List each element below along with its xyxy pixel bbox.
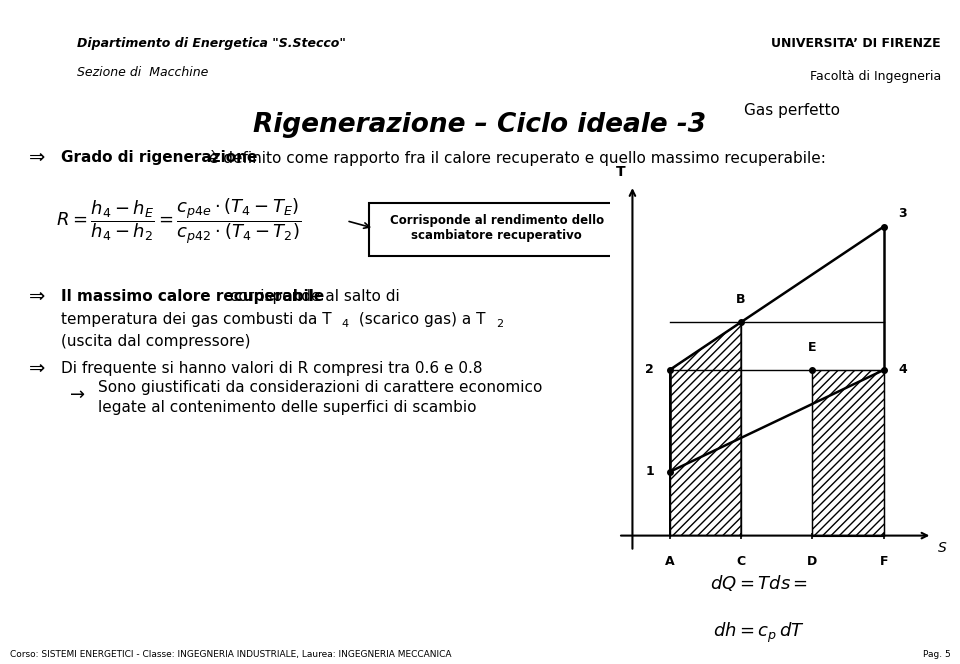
Text: è definito come rapporto fra il calore recuperato e quello massimo recuperabile:: è definito come rapporto fra il calore r…: [204, 149, 826, 165]
Text: Corrisponde al rendimento dello
scambiatore recuperativo: Corrisponde al rendimento dello scambiat…: [390, 214, 604, 242]
Text: Di frequente si hanno valori di R compresi tra 0.6 e 0.8: Di frequente si hanno valori di R compre…: [60, 361, 482, 376]
Text: Dipartimento di Energetica "S.Stecco": Dipartimento di Energetica "S.Stecco": [77, 37, 346, 50]
Text: corrisponde al salto di: corrisponde al salto di: [225, 289, 399, 304]
Text: D: D: [807, 554, 818, 568]
Text: temperatura dei gas combusti da T: temperatura dei gas combusti da T: [60, 311, 331, 327]
Text: (uscita dal compressore): (uscita dal compressore): [60, 335, 251, 349]
Text: $dh = c_p\,dT$: $dh = c_p\,dT$: [712, 621, 804, 645]
Text: 3: 3: [898, 207, 906, 220]
Text: C: C: [736, 554, 746, 568]
Text: B: B: [736, 293, 746, 306]
Text: 4: 4: [342, 319, 348, 329]
Text: 4: 4: [898, 363, 907, 376]
FancyBboxPatch shape: [370, 203, 623, 256]
Polygon shape: [812, 370, 884, 536]
Text: 2: 2: [645, 363, 654, 376]
Text: Facoltà di Ingegneria: Facoltà di Ingegneria: [809, 70, 941, 83]
Text: 2: 2: [496, 319, 504, 329]
Text: (scarico gas) a T: (scarico gas) a T: [353, 311, 485, 327]
Text: $R = \dfrac{h_4 - h_E}{h_4 - h_2} = \dfrac{c_{p4e} \cdot (T_4 - T_E)}{c_{p42} \c: $R = \dfrac{h_4 - h_E}{h_4 - h_2} = \dfr…: [56, 196, 301, 246]
Text: ⇒: ⇒: [29, 148, 45, 167]
Text: legate al contenimento delle superfici di scambio: legate al contenimento delle superfici d…: [98, 400, 476, 415]
Text: S: S: [938, 541, 947, 555]
Text: UNIVERSITA’ DI FIRENZE: UNIVERSITA’ DI FIRENZE: [771, 37, 941, 50]
Text: A: A: [664, 554, 674, 568]
Text: Corso: SISTEMI ENERGETICI - Classe: INGEGNERIA INDUSTRIALE, Laurea: INGEGNERIA M: Corso: SISTEMI ENERGETICI - Classe: INGE…: [10, 650, 451, 659]
Text: ⇒: ⇒: [29, 287, 45, 306]
Text: $dQ = Tds =$: $dQ = Tds =$: [709, 574, 807, 594]
Text: F: F: [879, 554, 888, 568]
Text: ⇒: ⇒: [29, 359, 45, 378]
Text: 1: 1: [645, 465, 654, 478]
Text: Sono giustificati da considerazioni di carattere economico: Sono giustificati da considerazioni di c…: [98, 380, 541, 394]
Polygon shape: [669, 322, 741, 536]
Text: Il massimo calore recuperabile: Il massimo calore recuperabile: [60, 289, 324, 304]
Text: →: →: [70, 386, 85, 404]
Text: Sezione di  Macchine: Sezione di Macchine: [77, 66, 208, 80]
Text: Rigenerazione – Ciclo ideale -3: Rigenerazione – Ciclo ideale -3: [253, 112, 707, 138]
Text: E: E: [808, 341, 817, 354]
Text: Pag. 5: Pag. 5: [923, 650, 950, 659]
Text: T: T: [616, 165, 626, 179]
Text: Gas perfetto: Gas perfetto: [744, 104, 840, 118]
Text: Grado di rigenerazione: Grado di rigenerazione: [60, 150, 257, 165]
